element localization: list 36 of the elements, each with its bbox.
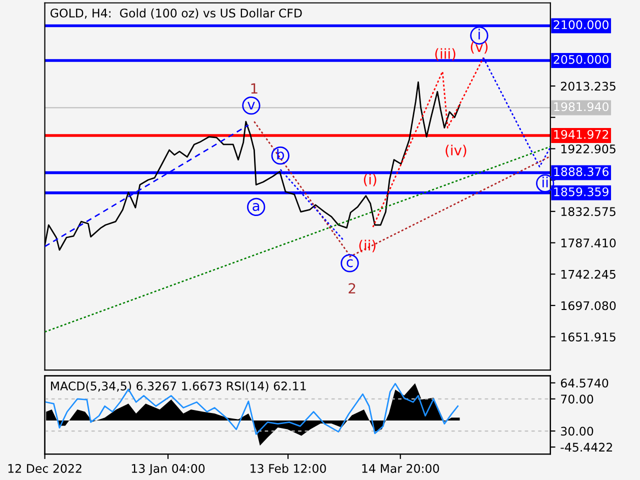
annotation: 2	[348, 283, 356, 294]
chart-title: GOLD, H4: Gold (100 oz) vs US Dollar CFD	[50, 8, 302, 19]
y-tick-label: 1697.080	[561, 301, 616, 310]
y-tick-label: 70.00	[561, 394, 594, 404]
annotation: (v)	[470, 41, 488, 54]
annotation: v	[248, 102, 255, 110]
y-tick-label: 1832.575	[561, 207, 616, 216]
annotation: (iii)	[435, 48, 456, 61]
ref-line-label: 1981.940	[554, 102, 608, 112]
ref-line-label: 2100.000	[554, 20, 608, 30]
ref-line-label: 1941.972	[554, 130, 608, 139]
annotation: 1	[251, 83, 258, 94]
y-tick-label: 1922.905	[561, 144, 616, 154]
x-tick-label: 13 Jan 04:00	[132, 464, 205, 476]
y-tick-label: 30.00	[561, 426, 594, 436]
annotation: (i)	[364, 174, 376, 186]
annotation: (iv)	[446, 144, 466, 158]
ref-line-label: 2050.000	[554, 54, 608, 64]
annotation: ii	[542, 176, 548, 188]
x-tick-label: 12 Dec 2022	[8, 464, 82, 473]
annotation: c	[346, 259, 353, 268]
y2-tick-label: -45.4422	[560, 442, 612, 452]
annotation: a	[252, 203, 260, 211]
annotation: (ii)	[359, 240, 376, 252]
x-tick-label: 13 Feb 12:00	[250, 464, 326, 473]
y-tick-label: 1742.245	[561, 270, 616, 279]
annotation: i	[478, 28, 480, 40]
y2-tick-label: 64.5740	[560, 378, 608, 388]
annotation: b	[277, 148, 284, 160]
ref-line-label: 1859.359	[554, 187, 608, 196]
chart-title: MACD(5,34,5) 6.3267 1.6673 RSI(14) 62.11	[51, 381, 306, 392]
y-tick-label: 2013.235	[560, 82, 616, 91]
ref-line-label: 1888.376	[554, 167, 609, 176]
x-tick-label: 14 Mar 20:00	[362, 464, 440, 473]
y-tick-label: 1651.915	[561, 332, 616, 342]
y-tick-label: 1787.410	[561, 238, 616, 248]
